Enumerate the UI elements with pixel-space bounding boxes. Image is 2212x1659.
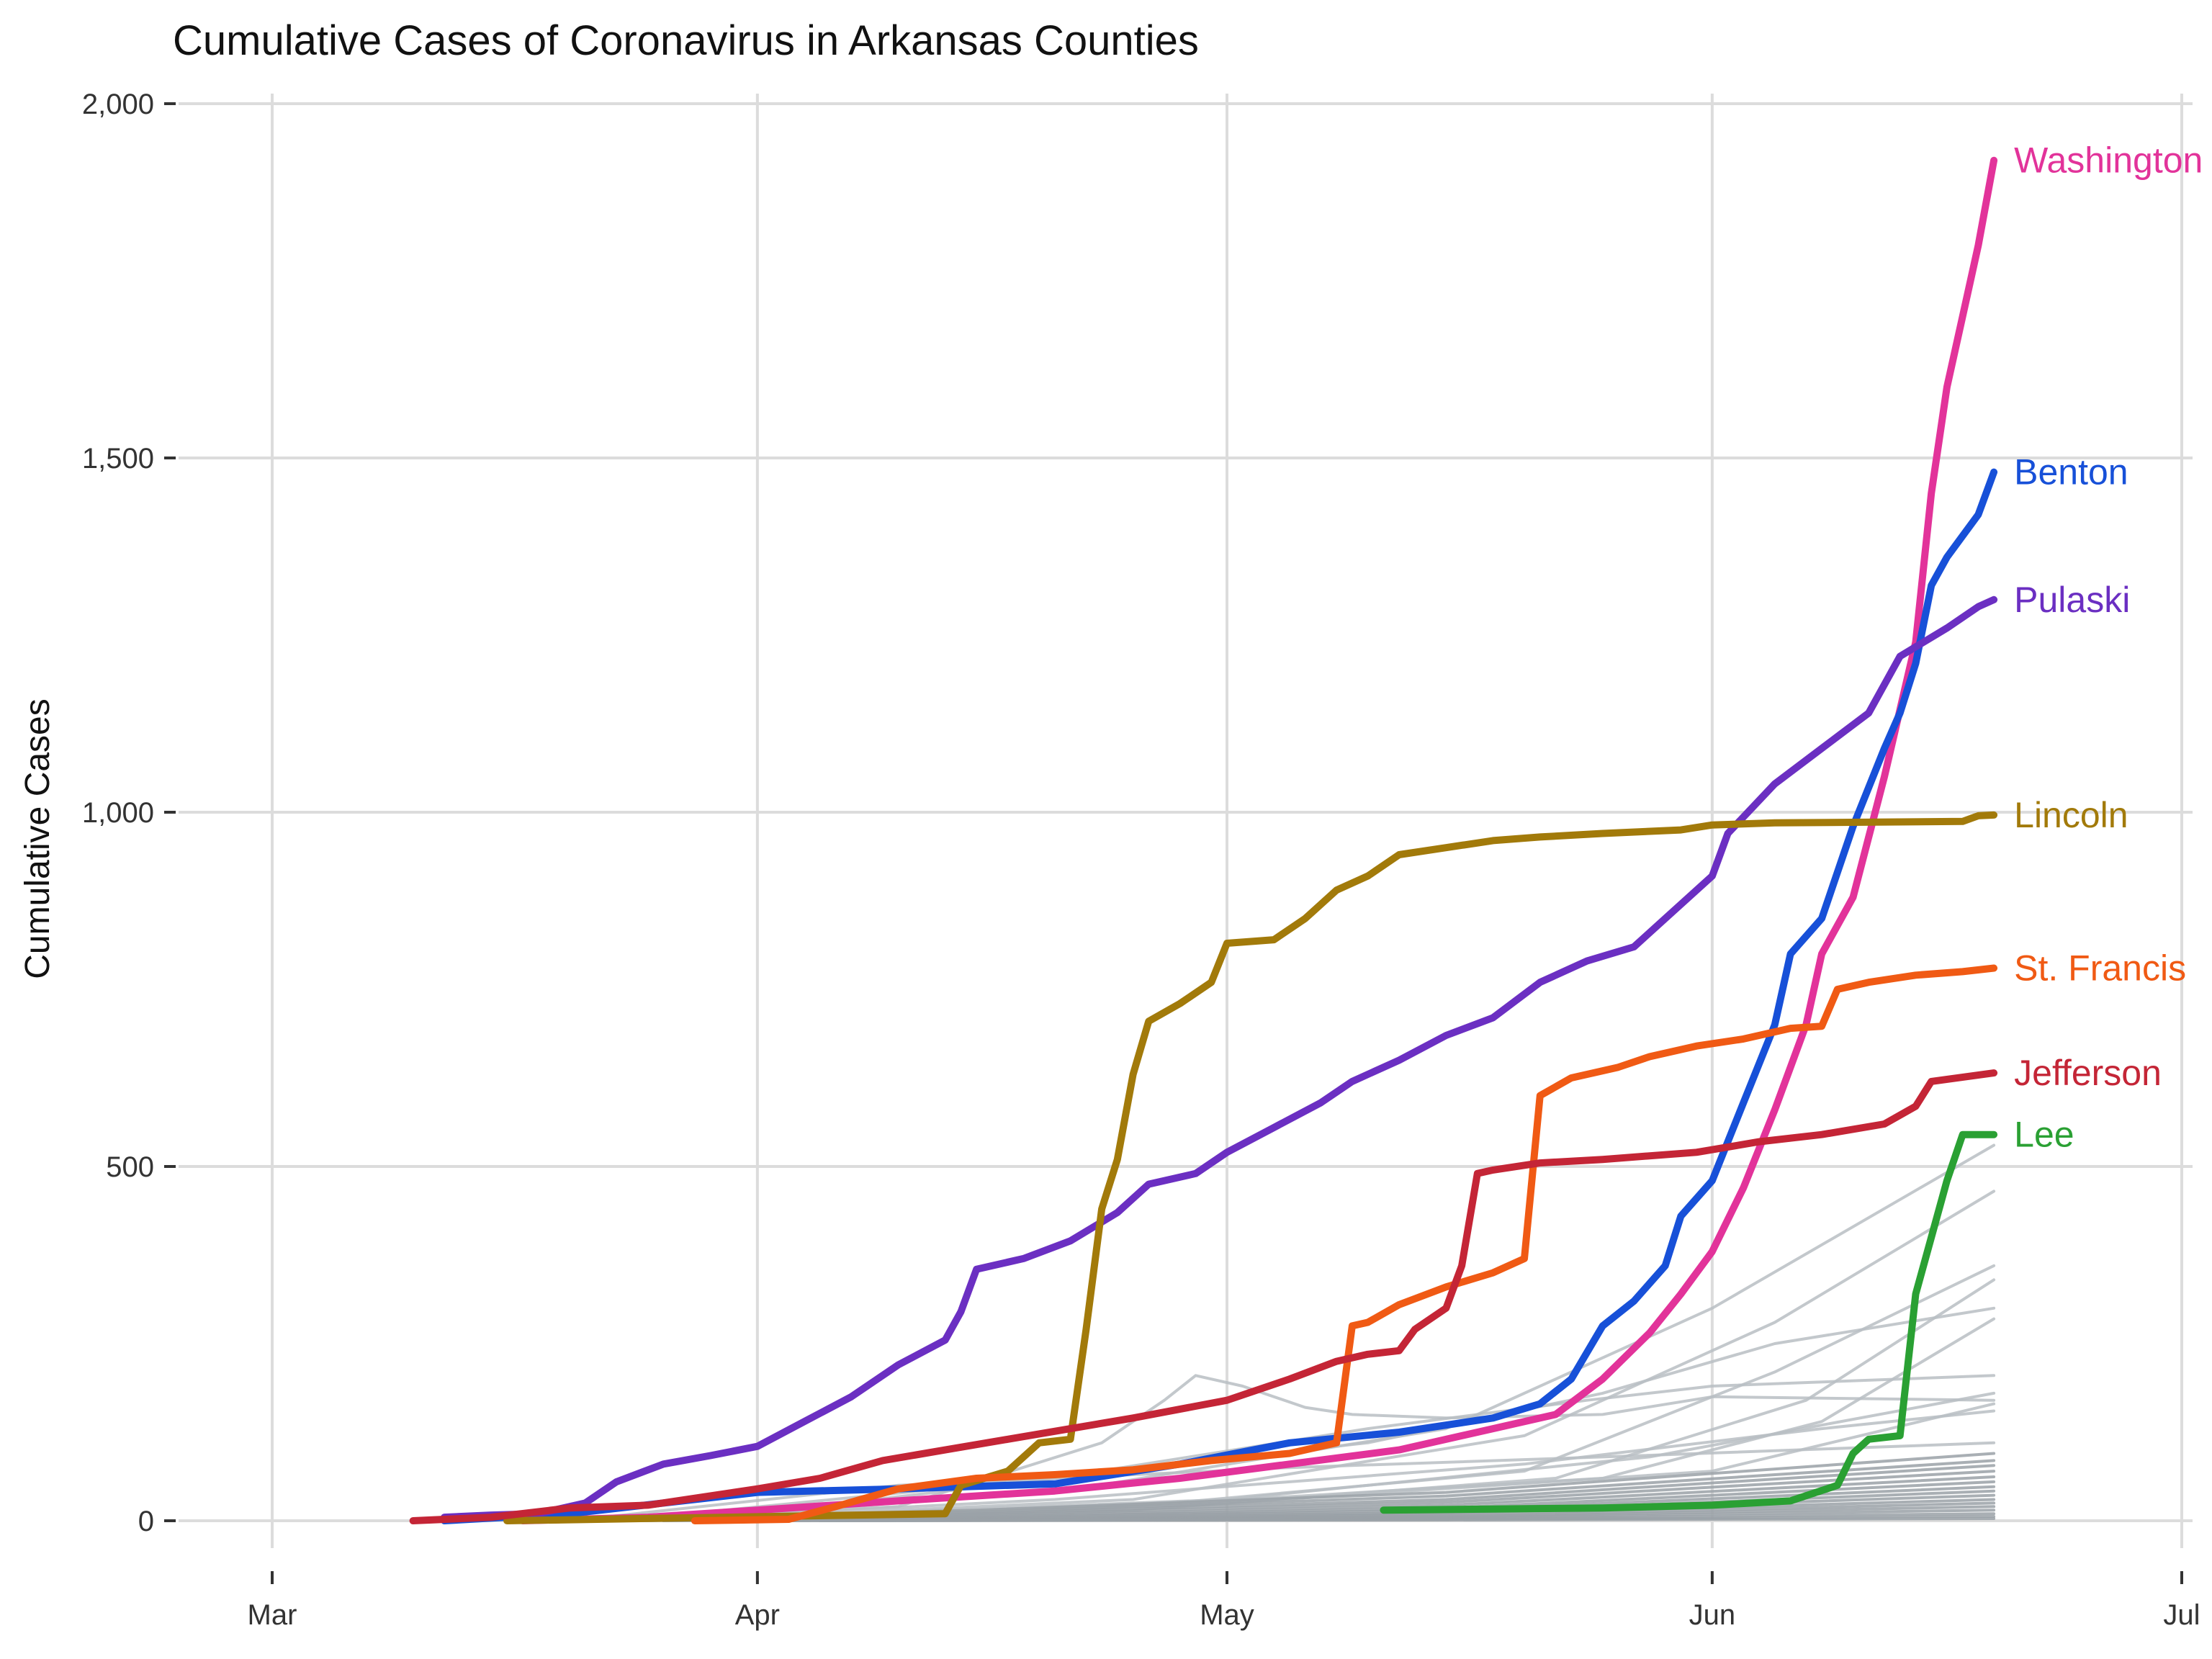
y-tick-label: 0 — [138, 1506, 154, 1537]
y-tick-label: 2,000 — [82, 89, 154, 120]
background-series-line — [662, 1190, 1996, 1522]
series-label: Lee — [2014, 1115, 2074, 1155]
series-line-washington — [518, 156, 1998, 1524]
x-tick-label: May — [1200, 1599, 1254, 1631]
x-axis-ticks: Mar Apr May Jun Jul — [248, 1571, 2200, 1631]
series-label: St. Francis — [2014, 948, 2186, 988]
series-line-lincoln — [503, 811, 1998, 1524]
series-line-st-francis — [691, 964, 1998, 1524]
chart-title: Cumulative Cases of Coronavirus in Arkan… — [173, 17, 1199, 64]
series-line-lee — [1380, 1130, 1998, 1514]
background-series-line — [818, 1517, 1996, 1522]
highlighted-series — [409, 156, 1998, 1524]
series-line-pulaski — [441, 595, 1998, 1521]
background-series-line — [631, 1409, 1996, 1522]
x-tick-label: Jun — [1689, 1599, 1736, 1631]
series-line-jefferson — [409, 1069, 1998, 1524]
x-tick-label: Apr — [735, 1599, 780, 1631]
series-label: Benton — [2014, 452, 2128, 493]
y-tick-label: 500 — [106, 1151, 154, 1183]
series-label: Pulaski — [2014, 580, 2130, 620]
y-tick-label: 1,000 — [82, 797, 154, 829]
y-axis-ticks: 0 500 1,000 1,500 2,000 — [82, 89, 176, 1537]
series-label: Lincoln — [2014, 795, 2128, 835]
series-label: Jefferson — [2014, 1053, 2162, 1093]
series-labels: Washington Benton Pulaski Lincoln St. Franci… — [2014, 140, 2203, 1155]
gridlines — [179, 94, 2193, 1548]
x-tick-label: Mar — [248, 1599, 297, 1631]
background-series-line — [599, 1374, 1996, 1522]
series-label: Washington — [2014, 140, 2203, 181]
y-axis-label: Cumulative Cases — [19, 698, 57, 979]
series-line-benton — [441, 468, 1998, 1524]
x-tick-label: Jul — [2163, 1599, 2200, 1631]
y-tick-label: 1,500 — [82, 443, 154, 475]
